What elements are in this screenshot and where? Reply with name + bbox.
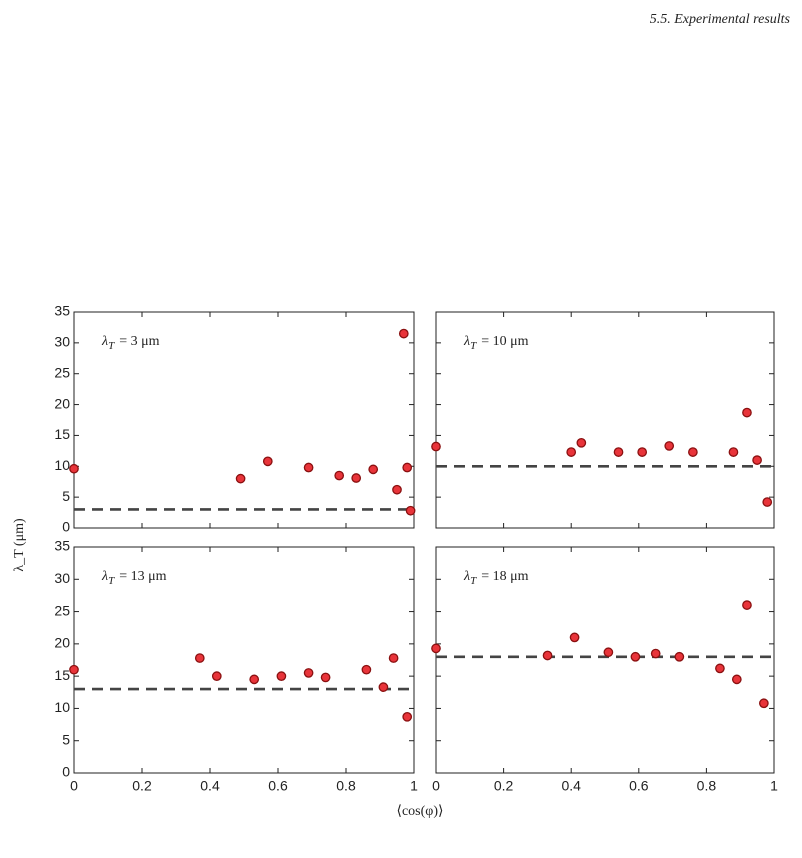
- x-tick-label: 0.8: [697, 778, 717, 794]
- data-point: [388, 653, 399, 663]
- y-tick-label: 5: [62, 488, 70, 504]
- data-point: [431, 643, 441, 654]
- annotation-symbol: λ: [463, 569, 470, 584]
- data-point: [392, 484, 402, 495]
- data-point: [752, 455, 762, 465]
- plot-frame: [73, 311, 415, 529]
- data-point: [759, 698, 769, 709]
- annotation-subscript: T: [108, 575, 115, 587]
- y-tick-label: 10: [54, 457, 70, 473]
- data-point: [762, 497, 773, 507]
- data-point: [351, 473, 362, 483]
- data-point: [674, 651, 685, 662]
- running-header: 5.5. Experimental results: [650, 12, 791, 27]
- data-point: [569, 632, 580, 643]
- annotation-subscript: T: [470, 340, 477, 352]
- data-point: [576, 437, 587, 448]
- data-point: [650, 648, 661, 659]
- annotation-text: = 13 μm: [119, 569, 166, 584]
- annotation-symbol: λ: [101, 334, 108, 349]
- data-point: [276, 671, 287, 681]
- y-tick-label: 0: [62, 519, 70, 535]
- x-tick-label: 0.8: [336, 778, 356, 794]
- plot-frame: [73, 546, 415, 774]
- x-axis-label: ⟨cos(φ)⟩: [397, 804, 444, 819]
- y-tick-label: 35: [54, 538, 70, 554]
- x-tick-label: 0.6: [629, 778, 649, 794]
- data-point: [303, 462, 314, 473]
- x-tick-label: 0.2: [494, 778, 514, 794]
- y-tick-label: 35: [54, 303, 70, 319]
- data-point: [368, 464, 379, 475]
- x-tick-label: 0.2: [132, 778, 152, 794]
- panel-annotation: λT = 13 μm: [101, 569, 167, 586]
- data-point: [405, 505, 416, 516]
- annotation-symbol: λ: [463, 334, 470, 349]
- data-point: [431, 441, 441, 452]
- data-point: [664, 441, 675, 451]
- data-point: [637, 447, 648, 457]
- x-tick-label: 0.6: [268, 778, 288, 794]
- annotation-text: = 3 μm: [119, 334, 159, 349]
- annotation-symbol: λ: [101, 569, 108, 584]
- annotation-subscript: T: [470, 575, 477, 587]
- data-point: [194, 653, 205, 663]
- y-tick-label: 20: [54, 635, 70, 651]
- annotation-text: = 18 μm: [481, 569, 528, 584]
- data-point: [262, 456, 273, 467]
- x-tick-label: 0.4: [200, 778, 220, 794]
- y-tick-label: 25: [54, 602, 70, 618]
- data-point: [566, 447, 577, 457]
- y-tick-label: 30: [54, 334, 70, 350]
- x-tick-label: 1: [770, 778, 778, 794]
- data-point: [630, 651, 641, 662]
- x-tick-label: 1: [410, 778, 418, 794]
- y-tick-label: 30: [54, 570, 70, 586]
- y-tick-label: 0: [62, 764, 70, 780]
- y-tick-label: 5: [62, 731, 70, 747]
- data-point: [378, 682, 389, 692]
- data-point: [402, 462, 413, 473]
- data-point: [402, 711, 413, 722]
- y-tick-label: 20: [54, 395, 70, 411]
- y-axis-label: λ_T (μm): [12, 518, 27, 572]
- data-point: [303, 668, 314, 678]
- data-point: [320, 672, 331, 683]
- data-point: [728, 447, 739, 457]
- data-point: [613, 447, 624, 457]
- y-tick-label: 15: [54, 426, 70, 442]
- data-point: [69, 664, 79, 675]
- data-point: [211, 671, 222, 681]
- data-point: [542, 650, 553, 661]
- data-point: [249, 674, 260, 685]
- data-point: [715, 663, 725, 674]
- panel-annotation: λT = 18 μm: [463, 569, 529, 586]
- panel-annotation: λT = 3 μm: [101, 334, 160, 351]
- plot-frame: [435, 311, 775, 529]
- data-point: [69, 463, 79, 474]
- plot-frame: [435, 546, 775, 774]
- data-point: [361, 664, 372, 675]
- data-point: [603, 647, 614, 658]
- data-point: [688, 447, 698, 457]
- y-tick-label: 15: [54, 667, 70, 683]
- data-point: [334, 470, 345, 481]
- x-tick-label: 0: [70, 778, 78, 794]
- data-point: [398, 328, 409, 339]
- data-point: [742, 600, 752, 610]
- annotation-text: = 10 μm: [481, 334, 528, 349]
- annotation-subscript: T: [108, 340, 115, 352]
- y-tick-label: 10: [54, 699, 70, 715]
- data-point: [731, 674, 742, 685]
- x-tick-label: 0.4: [561, 778, 581, 794]
- data-point: [742, 407, 752, 418]
- y-tick-label: 25: [54, 364, 70, 380]
- panel-annotation: λT = 10 μm: [463, 334, 529, 351]
- data-point: [235, 473, 246, 484]
- x-tick-label: 0: [432, 778, 440, 794]
